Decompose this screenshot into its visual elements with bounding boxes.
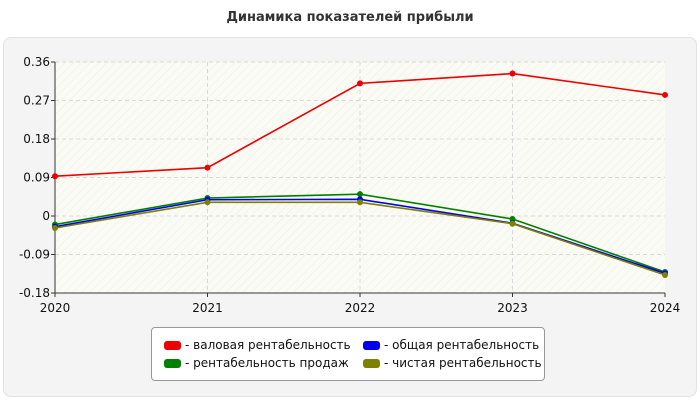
y-tick-label: 0.18 [23,132,50,146]
chart-title: Динамика показателей прибыли [226,10,474,25]
data-point [662,91,668,98]
x-tick-label: 2023 [497,301,528,315]
data-point [204,199,211,206]
x-tick-label: 2021 [192,301,223,315]
legend-item: - чистая рентабельность [363,355,542,371]
y-tick-label: 0.36 [23,55,50,69]
x-tick-label: 2024 [650,301,681,315]
y-tick-label: -0.09 [19,248,50,262]
x-tick-label: 2020 [40,301,71,315]
data-point [662,272,668,279]
data-point [509,70,516,77]
y-tick-label: 0 [42,209,50,223]
legend-swatch [363,340,380,350]
data-point [357,199,363,206]
legend: - валовая рентабельность - рентабельность… [151,327,545,381]
legend-label: - общая рентабельность [384,338,540,352]
legend-label: - валовая рентабельность [185,338,351,352]
y-tick-label: 0.09 [23,171,50,185]
legend-label: - рентабельность продаж [185,356,349,370]
legend-swatch [363,358,380,368]
data-point [204,164,211,171]
data-point [52,173,58,180]
legend-swatch [164,358,181,368]
data-point [357,191,363,198]
legend-item: - общая рентабельность [363,337,539,353]
data-point [509,215,516,222]
y-tick-label: -0.18 [19,286,50,300]
legend-label: - чистая рентабельность [384,356,542,370]
legend-swatch [164,340,181,350]
y-tick-label: 0.27 [23,94,50,108]
data-point [509,220,516,227]
data-point [357,80,363,87]
data-point [52,224,58,231]
x-tick-label: 2022 [345,301,376,315]
legend-item: - рентабельность продаж [164,355,349,371]
legend-item: - валовая рентабельность [164,337,351,353]
